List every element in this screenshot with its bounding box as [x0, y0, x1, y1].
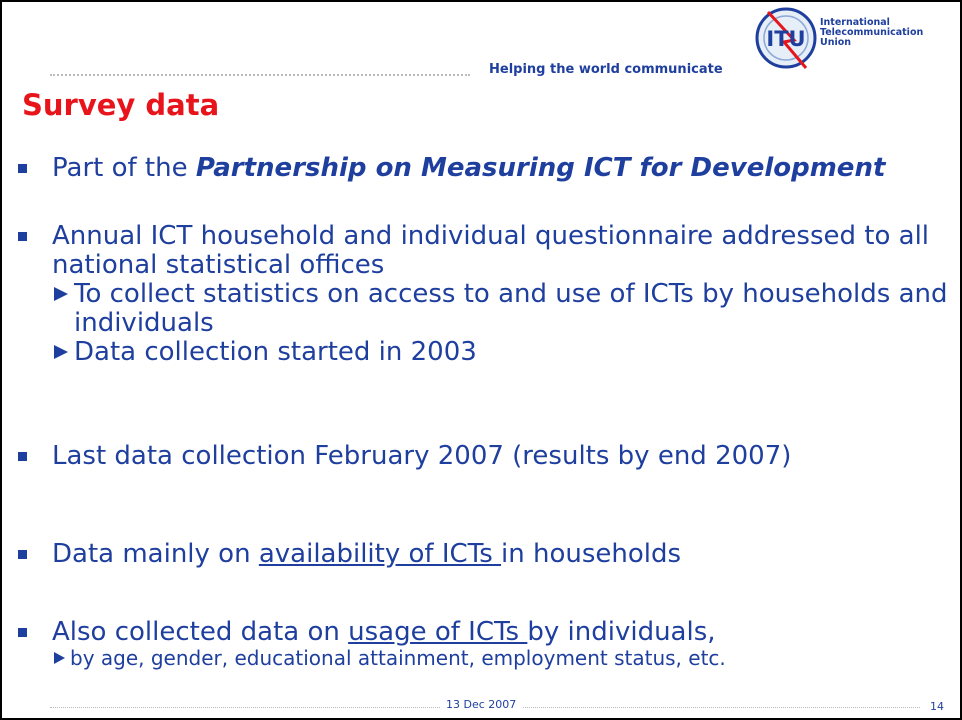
logo-name-line: Telecommunication: [820, 27, 924, 38]
bullet-text-part: Last data collection February 2007 (resu…: [52, 441, 792, 471]
sub-bullet: by age, gender, educational attainment, …: [52, 647, 952, 670]
bullet-text-part: Partnership on Measuring ICT for Develop…: [195, 153, 886, 183]
bullet-text-part: in households: [501, 539, 682, 569]
bullet-text-part: Also collected data on: [52, 617, 349, 647]
bullet-text-part: usage of ICTs: [348, 617, 528, 647]
logo-inner: [763, 15, 809, 61]
bullet: Data mainly on availability of ICTs in h…: [18, 540, 952, 569]
footer-date: 13 Dec 2007: [440, 698, 523, 711]
page-number: 14: [926, 700, 948, 713]
logo-ring: [755, 7, 817, 69]
bullet: Also collected data on usage of ICTs by …: [18, 618, 952, 670]
bullet-text: Part of the Partnership on Measuring ICT…: [52, 154, 952, 183]
logo-name-line: International: [820, 17, 890, 28]
bullet-text-part: Annual ICT household and individual ques…: [52, 221, 930, 280]
bullet-text: Also collected data on usage of ICTs by …: [52, 618, 952, 647]
logo-name-line: Union: [820, 37, 852, 48]
bullet: Last data collection February 2007 (resu…: [18, 442, 952, 471]
bullet: Annual ICT household and individual ques…: [18, 222, 952, 367]
bullet-text-part: availability of ICTs: [258, 539, 502, 569]
sub-bullet: Data collection started in 2003: [52, 338, 952, 367]
bullet-text: Annual ICT household and individual ques…: [52, 222, 952, 280]
bullet-text-part: by individuals,: [527, 617, 716, 647]
header-rule: [50, 74, 470, 76]
logo-name: International Telecommunication Union: [820, 18, 923, 48]
bullet-text: Last data collection February 2007 (resu…: [52, 442, 952, 471]
slide-title: Survey data: [22, 88, 220, 122]
bullet-text-part: Part of the: [52, 153, 196, 183]
bullet: Part of the Partnership on Measuring ICT…: [18, 154, 952, 183]
tagline: Helping the world communicate: [489, 62, 723, 77]
logo-mark: ITU: [766, 27, 805, 51]
bullet-text-part: Data mainly on: [52, 539, 259, 569]
logo-bolt: [766, 10, 808, 69]
bullet-text: Data mainly on availability of ICTs in h…: [52, 540, 952, 569]
sub-bullet: To collect statistics on access to and u…: [52, 280, 952, 338]
logo: ITU: [755, 7, 817, 69]
